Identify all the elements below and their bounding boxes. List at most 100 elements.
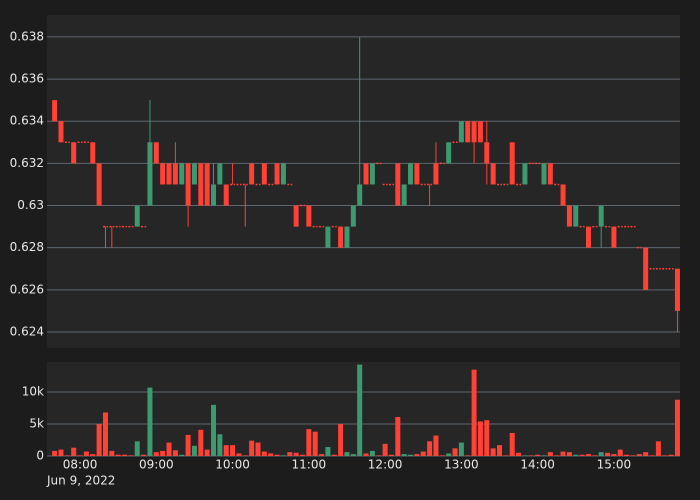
volume-bar <box>204 449 210 456</box>
volume-bar <box>560 451 566 456</box>
volume-bar <box>261 451 267 456</box>
volume-bar <box>446 453 452 456</box>
candle-body <box>560 184 566 206</box>
volume-bar <box>211 404 217 456</box>
x-tick-label: 12:00 <box>368 458 403 472</box>
candle-body <box>541 163 547 185</box>
volume-bar <box>115 454 121 456</box>
candle-body <box>446 142 452 164</box>
x-tick-label: 08:00 <box>63 458 98 472</box>
volume-bar <box>516 452 522 456</box>
candle-body <box>96 163 102 206</box>
volume-bar <box>427 441 433 456</box>
volume-bar <box>592 455 598 456</box>
volume-bar <box>458 442 464 456</box>
y-tick-label: 0.636 <box>10 72 44 86</box>
candle-body <box>369 163 375 185</box>
x-tick-label: 15:00 <box>597 458 632 472</box>
volume-bar <box>172 450 178 456</box>
volume-bar <box>477 421 483 456</box>
candle-body <box>204 163 210 206</box>
volume-bar <box>401 454 407 456</box>
volume-bar <box>668 454 674 456</box>
volume-bar <box>350 454 356 456</box>
candle-body <box>185 163 191 206</box>
candle-body <box>166 163 172 185</box>
volume-bar <box>522 455 528 456</box>
candle-body <box>274 163 280 185</box>
candle-body <box>350 205 356 227</box>
volume-bar <box>617 449 623 456</box>
volume-bar <box>268 453 274 456</box>
volume-bar <box>128 455 134 456</box>
candle-body <box>211 184 217 206</box>
candle-body <box>363 163 369 185</box>
volume-bar <box>109 450 115 456</box>
volume-bar <box>306 429 312 456</box>
volume-bar <box>585 454 591 456</box>
x-date-label: Jun 9, 2022 <box>46 474 115 488</box>
x-tick-label: 14:00 <box>520 458 555 472</box>
candle-body <box>471 121 477 143</box>
candle-body <box>160 163 166 185</box>
volume-bar <box>554 455 560 456</box>
volume-bar <box>58 449 64 456</box>
candle-body <box>223 184 229 206</box>
volume-bar <box>605 452 611 456</box>
candle-body <box>261 163 267 185</box>
volume-bar <box>236 453 242 456</box>
volume-bar <box>344 452 350 456</box>
volume-bar <box>141 454 147 456</box>
candle-body <box>325 226 331 248</box>
volume-bar <box>357 364 363 456</box>
volume-bar <box>223 445 229 456</box>
volume-bar <box>242 455 248 456</box>
volume-bar <box>325 447 331 456</box>
volume-bar <box>96 424 102 456</box>
y-tick-label: 0.63 <box>17 198 44 212</box>
candle-body <box>509 142 515 185</box>
y-tick-label: 0.638 <box>10 29 44 43</box>
volume-bar <box>649 455 655 456</box>
candle-body <box>573 205 579 227</box>
candle-body <box>611 226 617 248</box>
candle-body <box>566 205 572 227</box>
volume-bar <box>541 455 547 456</box>
x-tick-label: 09:00 <box>139 458 174 472</box>
volume-tick-label: 0 <box>36 449 44 463</box>
candle-body <box>395 163 401 206</box>
y-tick-label: 0.626 <box>10 282 44 296</box>
x-tick-label: 11:00 <box>292 458 327 472</box>
volume-bar <box>503 455 509 456</box>
candle-body <box>134 205 140 227</box>
candle-body <box>414 163 420 185</box>
volume-bar <box>77 455 83 456</box>
volume-bar <box>471 369 477 456</box>
volume-bar <box>566 452 572 456</box>
candle-body <box>547 163 553 185</box>
candle-body <box>522 163 528 185</box>
volume-bar <box>643 452 649 456</box>
volume-bar <box>166 442 172 456</box>
y-tick-label: 0.624 <box>10 324 44 338</box>
volume-bar <box>153 452 159 456</box>
volume-bar <box>414 454 420 456</box>
volume-bar <box>624 454 630 456</box>
candle-body <box>585 226 591 248</box>
volume-bar <box>287 452 293 456</box>
candle-body <box>249 163 255 185</box>
volume-bar <box>255 442 261 456</box>
candle-body <box>147 142 153 206</box>
volume-bar <box>655 441 661 456</box>
candle-body <box>191 163 197 185</box>
volume-bar <box>395 416 401 456</box>
candle-body <box>598 205 604 227</box>
volume-bar <box>230 445 236 456</box>
volume-bar <box>611 454 617 456</box>
volume-bar <box>439 455 445 456</box>
volume-bar <box>160 450 166 456</box>
volume-bar <box>420 451 426 456</box>
volume-tick-label: 5k <box>29 417 44 431</box>
candle-body <box>338 226 344 248</box>
